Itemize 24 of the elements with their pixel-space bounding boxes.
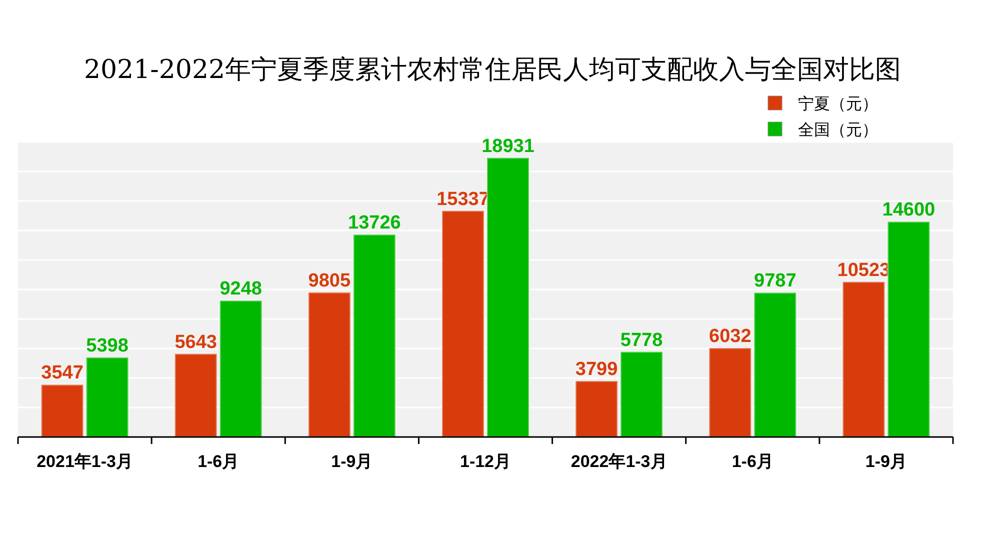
data-label: 9805 <box>308 270 351 292</box>
data-label: 9787 <box>754 270 796 292</box>
x-tick-label: 2022年1-3月 <box>570 452 668 471</box>
data-label: 14600 <box>882 200 936 221</box>
data-label: 9248 <box>220 278 262 300</box>
x-tick-label: 2021年1-3月 <box>36 452 133 471</box>
legend-label: 全国（元） <box>798 120 878 139</box>
data-label: 5398 <box>86 335 128 356</box>
data-label: 15337 <box>436 188 490 210</box>
x-tick-label: 1-12月 <box>460 452 512 471</box>
legend-label: 宁夏（元） <box>798 94 878 113</box>
x-tick-label: 1-9月 <box>865 452 908 471</box>
data-label: 5778 <box>620 330 663 351</box>
data-label: 18931 <box>482 136 535 157</box>
x-tick-label: 1-9月 <box>331 452 373 471</box>
data-label: 3799 <box>575 358 618 380</box>
data-label: 13726 <box>348 212 401 234</box>
x-tick-label: 1-6月 <box>198 452 240 471</box>
data-label: 3547 <box>41 362 84 384</box>
data-label: 10523 <box>837 260 890 281</box>
chart-title: 2021-2022年宁夏季度累计农村常住居民人均可支配收入与全国对比图 <box>84 55 902 85</box>
data-label: 5643 <box>174 332 217 353</box>
x-tick-label: 1-6月 <box>732 452 774 471</box>
data-label: 6032 <box>709 326 752 348</box>
